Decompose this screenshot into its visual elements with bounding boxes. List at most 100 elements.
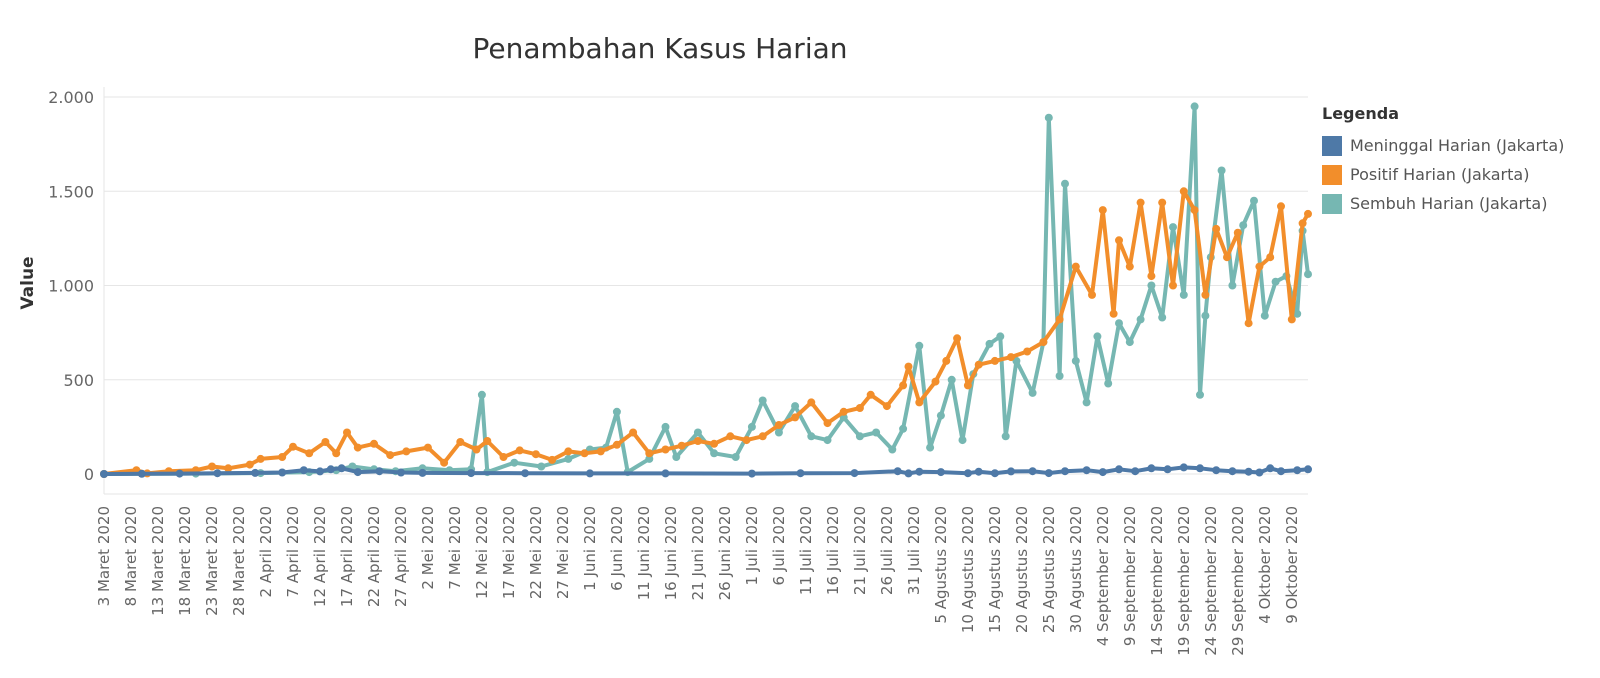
data-point[interactable] [1233,228,1242,237]
data-point[interactable] [531,450,540,459]
data-point[interactable] [208,462,216,471]
data-point[interactable] [936,468,945,477]
data-point[interactable] [1001,432,1010,441]
data-point[interactable] [337,464,346,473]
data-point[interactable] [1223,253,1231,262]
data-point[interactable] [990,356,999,365]
data-point[interactable] [899,381,908,390]
data-point[interactable] [791,413,800,422]
data-point[interactable] [791,402,800,411]
data-point[interactable] [326,465,335,474]
data-point[interactable] [774,428,783,437]
data-point[interactable] [936,411,945,420]
data-point[interactable] [1061,179,1069,188]
data-point[interactable] [499,453,508,461]
data-point[interactable] [1217,166,1226,175]
data-point[interactable] [1163,465,1172,474]
data-point[interactable] [931,377,940,386]
data-point[interactable] [251,468,260,477]
data-point[interactable] [548,455,557,464]
data-point[interactable] [1104,379,1113,388]
data-point[interactable] [677,441,686,450]
data-point[interactable] [1212,224,1221,233]
data-point[interactable] [612,407,621,416]
data-point[interactable] [402,447,411,456]
data-point[interactable] [1212,466,1221,475]
data-point[interactable] [1115,236,1123,245]
data-point[interactable] [1136,315,1145,324]
data-point[interactable] [305,449,314,458]
data-point[interactable] [661,445,670,454]
data-point[interactable] [278,453,287,461]
data-point[interactable] [564,447,573,456]
data-point[interactable] [1179,290,1188,299]
data-point[interactable] [1125,338,1134,347]
data-point[interactable] [1136,198,1145,207]
data-point[interactable] [1039,338,1048,347]
data-point[interactable] [386,451,395,460]
data-point[interactable] [213,469,222,478]
data-point[interactable] [585,469,594,478]
data-point[interactable] [418,468,427,477]
data-point[interactable] [1196,390,1204,399]
data-point[interactable] [1109,309,1118,318]
data-point[interactable] [963,469,972,478]
data-point[interactable] [370,439,378,448]
data-point[interactable] [456,438,465,446]
data-point[interactable] [1260,311,1269,320]
data-point[interactable] [1098,468,1107,477]
data-point[interactable] [1244,467,1253,476]
data-point[interactable] [1125,262,1134,271]
data-point[interactable] [1061,467,1069,476]
legend-item-meninggal[interactable]: Meninggal Harian (Jakarta) [1322,131,1600,160]
data-point[interactable] [942,356,951,365]
data-point[interactable] [1071,356,1080,365]
data-point[interactable] [1179,187,1188,196]
data-point[interactable] [1055,315,1064,324]
data-point[interactable] [1082,466,1091,475]
data-point[interactable] [596,447,605,456]
data-point[interactable] [256,454,265,463]
data-point[interactable] [397,468,405,477]
data-point[interactable] [893,467,902,476]
data-point[interactable] [1169,281,1177,290]
data-point[interactable] [1255,468,1264,477]
data-point[interactable] [645,449,654,458]
data-point[interactable] [299,466,308,475]
data-point[interactable] [661,422,670,431]
data-point[interactable] [1277,202,1285,211]
data-point[interactable] [440,458,449,467]
data-point[interactable] [510,458,519,467]
data-point[interactable] [1179,463,1188,472]
data-point[interactable] [796,469,805,478]
data-point[interactable] [758,396,767,405]
data-point[interactable] [985,339,994,348]
data-point[interactable] [1147,464,1156,473]
data-point[interactable] [1255,262,1264,271]
data-point[interactable] [1293,309,1302,318]
data-point[interactable] [742,436,751,445]
data-point[interactable] [423,443,432,452]
legend-item-positif[interactable]: Positif Harian (Jakarta) [1322,160,1600,189]
data-point[interactable] [245,460,254,469]
data-point[interactable] [316,467,324,476]
data-point[interactable] [1304,270,1312,279]
data-point[interactable] [1293,466,1302,475]
data-point[interactable] [1244,319,1253,328]
data-point[interactable] [958,436,967,445]
data-point[interactable] [1115,465,1123,474]
data-point[interactable] [774,421,783,429]
data-point[interactable] [375,467,384,476]
data-point[interactable] [747,422,756,431]
data-point[interactable] [1131,467,1140,476]
data-point[interactable] [1023,347,1032,356]
data-point[interactable] [1071,262,1080,271]
data-point[interactable] [1277,467,1285,476]
data-point[interactable] [882,402,891,411]
data-point[interactable] [1190,102,1199,111]
data-point[interactable] [137,469,146,478]
data-point[interactable] [1271,277,1280,286]
data-point[interactable] [1201,311,1210,320]
data-point[interactable] [580,449,589,458]
data-point[interactable] [629,428,638,437]
